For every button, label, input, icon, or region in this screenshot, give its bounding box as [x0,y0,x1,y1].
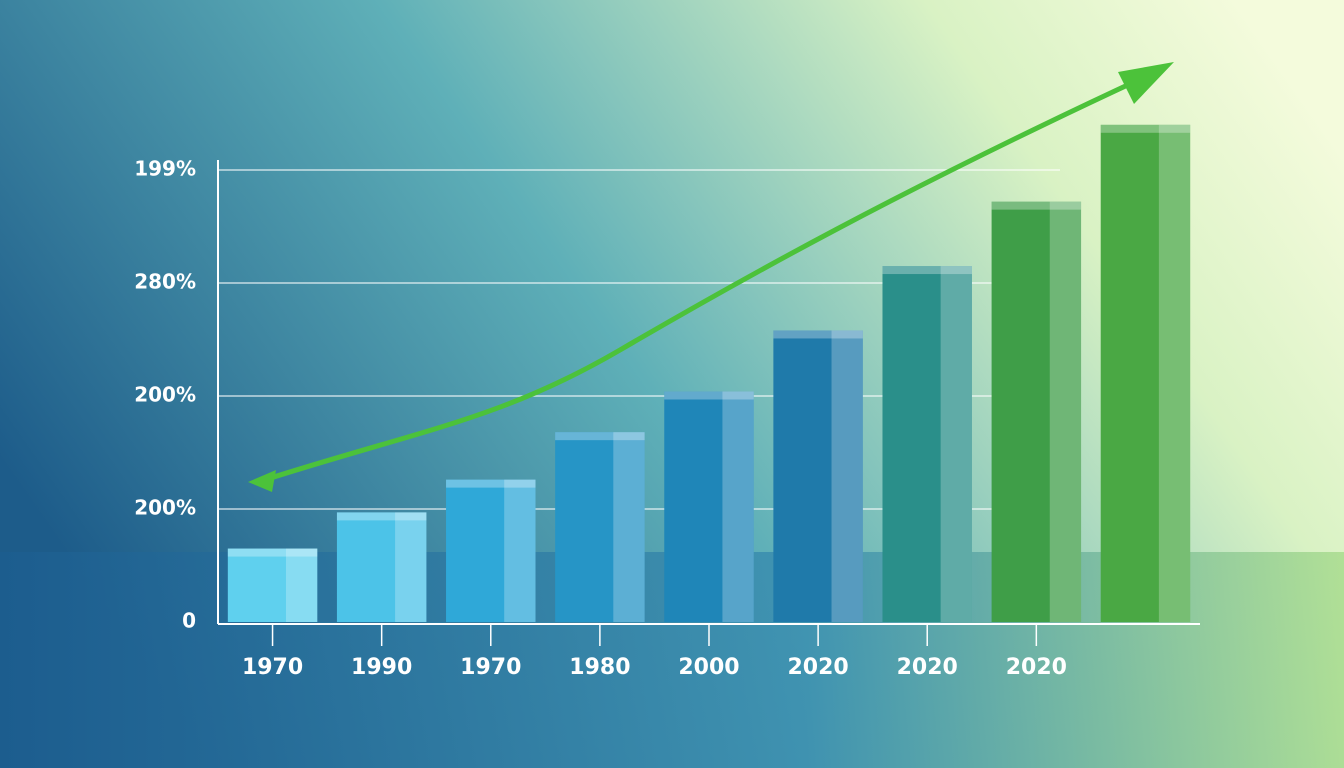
bar-top [446,479,536,488]
x-tick-label: 1970 [242,655,303,680]
x-tick-label: 1970 [460,655,521,680]
x-tick-label: 1990 [351,655,412,680]
bar [227,548,318,622]
bar-side [1158,124,1191,623]
bar [336,512,427,622]
bar [882,266,972,622]
bar-side [831,330,863,622]
bar-top [336,512,427,521]
bar-side [940,266,972,622]
y-tick-label: 0 [182,609,196,633]
x-tick-label: 2020 [897,655,958,680]
bar-side [504,479,536,622]
bar-top [555,432,645,441]
y-tick-label: 200% [134,496,196,520]
bar [664,391,754,622]
bar-side [395,512,427,622]
bar-top [664,391,754,400]
plot: 0 200% 200% 280% 199% 1970 1990 1970 1980 2000 202… [134,124,1191,680]
arrow-tail [248,470,276,492]
bar-top [1100,124,1191,133]
bar [1100,124,1191,623]
bar-side [722,391,754,622]
bar [555,432,645,622]
arrow-head [1118,62,1174,104]
x-tick-label: 1980 [569,655,630,680]
y-tick-label: 199% [134,157,196,181]
bar-side [613,432,645,622]
y-tick-label: 200% [134,383,196,407]
bar-top [882,266,972,275]
bar-top [773,330,863,339]
bar-side [285,548,318,622]
x-tick-label: 2000 [678,655,739,680]
y-tick-label: 280% [134,270,196,294]
bar [773,330,863,622]
bar-top [991,201,1082,210]
x-tick-label: 2020 [1006,655,1067,680]
x-tick-label: 2020 [787,655,848,680]
trend-arrow [257,67,1162,485]
bar-top [227,548,318,557]
bar-side [1049,201,1082,622]
bar [446,479,536,622]
bar [991,201,1082,622]
